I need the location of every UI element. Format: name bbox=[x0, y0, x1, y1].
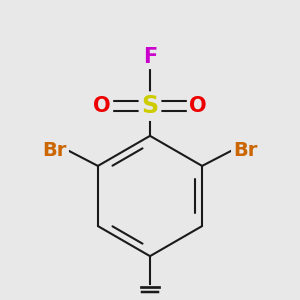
Text: O: O bbox=[93, 96, 111, 116]
Text: Br: Br bbox=[42, 140, 67, 160]
Text: F: F bbox=[143, 46, 157, 67]
Text: Br: Br bbox=[233, 140, 258, 160]
Text: S: S bbox=[141, 94, 159, 118]
Text: O: O bbox=[189, 96, 207, 116]
